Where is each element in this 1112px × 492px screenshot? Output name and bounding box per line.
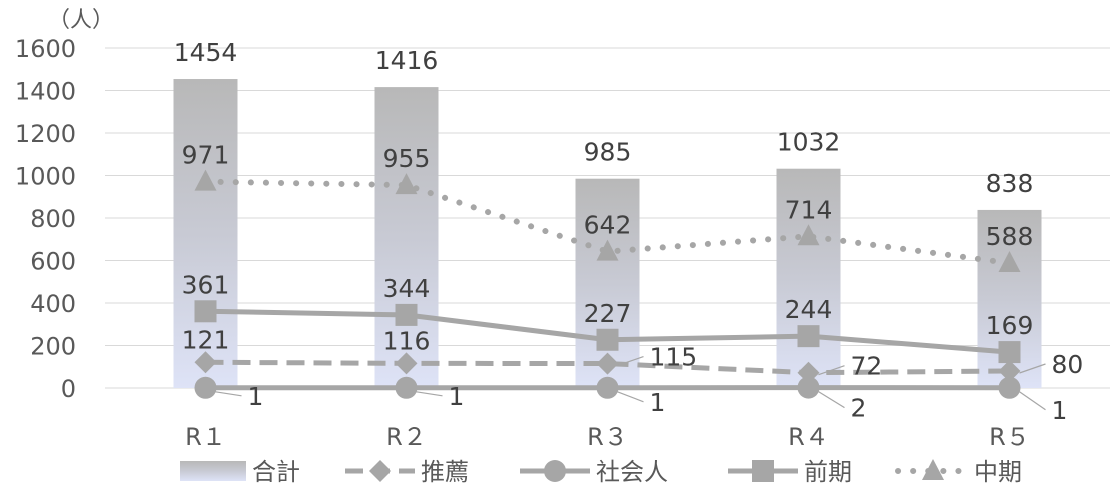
y-unit-label: （人） <box>48 8 114 33</box>
marker-triangle <box>596 239 619 261</box>
data-label-total: 1416 <box>375 46 439 75</box>
data-label-zenki: 344 <box>383 274 431 303</box>
marker-diamond <box>797 361 820 384</box>
y-tick-label: 200 <box>30 333 76 361</box>
y-tick-label: 1400 <box>15 78 76 106</box>
marker-square <box>194 300 217 323</box>
x-tick-label: R１ <box>185 423 226 451</box>
legend-label: 合計 <box>252 458 300 486</box>
legend-marker-triangle <box>922 459 944 480</box>
leader-line <box>818 365 845 376</box>
legend-marker-diamond <box>369 460 391 482</box>
data-label-suisen: 121 <box>182 325 230 354</box>
marker-square <box>797 325 820 348</box>
leader-line <box>617 355 644 367</box>
marker-diamond <box>395 352 418 375</box>
marker-square <box>998 341 1021 364</box>
legend-label: 前期 <box>804 458 852 486</box>
data-label-chuki: 971 <box>182 141 230 170</box>
y-tick-label: 1600 <box>15 35 76 63</box>
leader-line <box>1019 363 1046 374</box>
y-axis: 0 200 400 600 800 1000 1200 1400 1600 <box>15 35 76 403</box>
legend-swatch-bar <box>180 461 246 481</box>
data-labels: 1454 1416 985 1032 838 971 955 642 714 588 361 344 2… <box>174 38 1084 425</box>
data-label-zenki: 227 <box>584 299 632 328</box>
legend-label: 中期 <box>974 458 1022 486</box>
marker-circle <box>998 376 1021 399</box>
marker-triangle <box>797 224 820 246</box>
marker-circle <box>797 376 820 399</box>
legend-marker-square <box>752 460 774 482</box>
legend-marker-circle <box>544 460 566 482</box>
y-tick-label: 0 <box>61 375 76 403</box>
data-label-total: 985 <box>584 138 632 167</box>
leader-line <box>818 391 845 409</box>
data-label-shakaijin: 2 <box>851 394 867 423</box>
marker-square <box>395 303 418 326</box>
data-label-zenki: 169 <box>986 311 1034 340</box>
marker-circle <box>395 376 418 399</box>
y-tick-label: 600 <box>30 248 76 276</box>
x-axis: R１ R２ R３ R４ R５ <box>185 423 1030 451</box>
marker-diamond <box>194 351 217 374</box>
y-tick-label: 400 <box>30 290 76 318</box>
data-label-suisen: 80 <box>1052 350 1084 379</box>
x-tick-label: R２ <box>386 423 427 451</box>
data-label-suisen: 72 <box>851 352 883 381</box>
data-label-total: 1454 <box>174 38 238 67</box>
y-tick-label: 1200 <box>15 120 76 148</box>
bar-total <box>173 79 238 389</box>
data-label-shakaijin: 1 <box>248 382 264 411</box>
series-lines <box>194 169 1021 399</box>
marker-diamond <box>596 352 619 375</box>
bar-total <box>776 168 841 388</box>
y-tick-label: 1000 <box>15 163 76 191</box>
x-tick-label: R４ <box>788 423 829 451</box>
x-tick-label: R５ <box>989 423 1030 451</box>
marker-triangle <box>395 173 418 195</box>
leader-line <box>416 391 443 397</box>
marker-triangle <box>998 251 1021 273</box>
x-tick-label: R３ <box>587 423 628 451</box>
data-label-shakaijin: 1 <box>1052 396 1068 425</box>
leader-line <box>215 391 242 397</box>
data-label-shakaijin: 1 <box>449 382 465 411</box>
data-label-chuki: 714 <box>785 195 833 224</box>
legend-label: 推薦 <box>421 458 469 486</box>
data-label-chuki: 642 <box>584 211 632 240</box>
bar-total <box>374 87 439 388</box>
data-label-zenki: 361 <box>182 270 230 299</box>
line-series-中期 <box>202 178 1013 267</box>
data-label-zenki: 244 <box>785 295 833 324</box>
marker-triangle <box>194 169 217 191</box>
data-label-total: 1032 <box>777 128 841 157</box>
data-label-chuki: 955 <box>383 144 431 173</box>
leader-line <box>617 391 644 403</box>
legend-label: 社会人 <box>596 458 668 486</box>
data-label-total: 838 <box>986 169 1034 198</box>
data-label-suisen: 115 <box>650 343 698 372</box>
data-label-suisen: 116 <box>383 326 431 355</box>
marker-circle <box>194 376 217 399</box>
y-tick-label: 800 <box>30 205 76 233</box>
leader-line <box>1019 391 1046 411</box>
data-label-chuki: 588 <box>986 222 1034 251</box>
marker-square <box>596 328 619 351</box>
legend: 合計 推薦 社会人 前期 中期 <box>180 458 1022 486</box>
marker-diamond <box>998 360 1021 382</box>
data-label-shakaijin: 1 <box>650 388 666 417</box>
marker-circle <box>596 376 619 399</box>
